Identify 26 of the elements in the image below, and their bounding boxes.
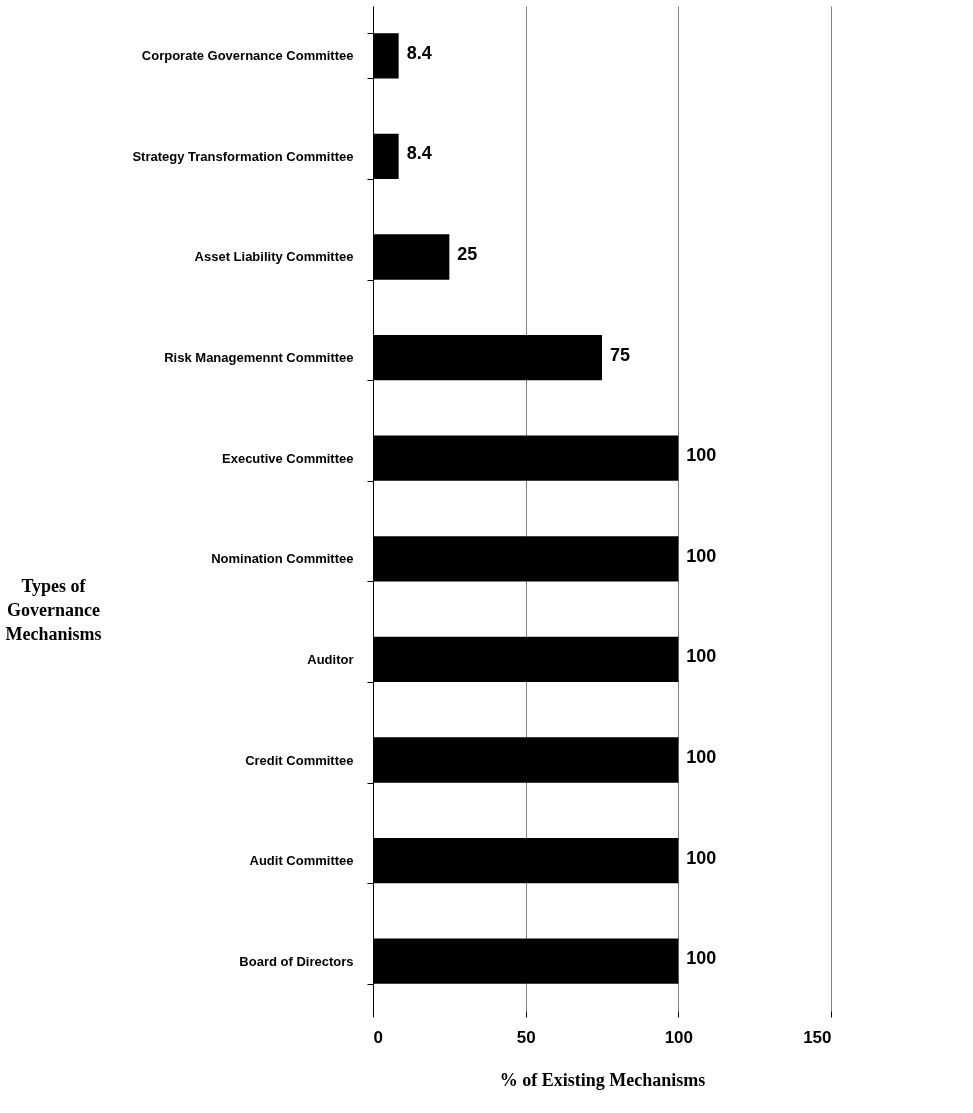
data-label: 25 — [457, 244, 478, 264]
data-label: 8.4 — [406, 42, 432, 63]
x-tick-label: 0 — [373, 1027, 383, 1047]
data-label: 100 — [686, 646, 717, 667]
y-tick-label: Auditor — [307, 651, 354, 667]
data-label: 100 — [686, 948, 717, 969]
data-label: 100 — [686, 747, 717, 767]
x-tick-label: 100 — [664, 1027, 694, 1047]
y-axis-title: Types of Governance Mechanisms — [5, 575, 102, 644]
y-tick-label: Strategy Transformation Committee — [132, 148, 354, 164]
data-label: 8.4 — [406, 143, 432, 164]
data-label: 100 — [686, 847, 717, 868]
y-tick-label: Board of Directors — [239, 953, 354, 969]
y-tick-label: Audit Committee — [249, 853, 354, 869]
y-tick-label: Executive Committee — [222, 450, 354, 466]
x-axis-title: % of Existing Mechanisms — [499, 1069, 706, 1090]
data-label: 100 — [686, 545, 717, 566]
y-tick-label: Nomination Committee — [211, 551, 354, 567]
y-tick-label: Risk Managemennt Committee — [164, 350, 354, 366]
x-tick-label: 150 — [803, 1027, 832, 1047]
y-tick-label: Credit Committee — [245, 752, 354, 768]
y-tick-label: Corporate Governance Committee — [141, 48, 354, 64]
x-tick-label: 50 — [516, 1027, 536, 1047]
data-label: 75 — [610, 344, 631, 365]
data-label: 100 — [686, 445, 717, 466]
y-tick-label: Asset Liability Committee — [194, 249, 354, 265]
